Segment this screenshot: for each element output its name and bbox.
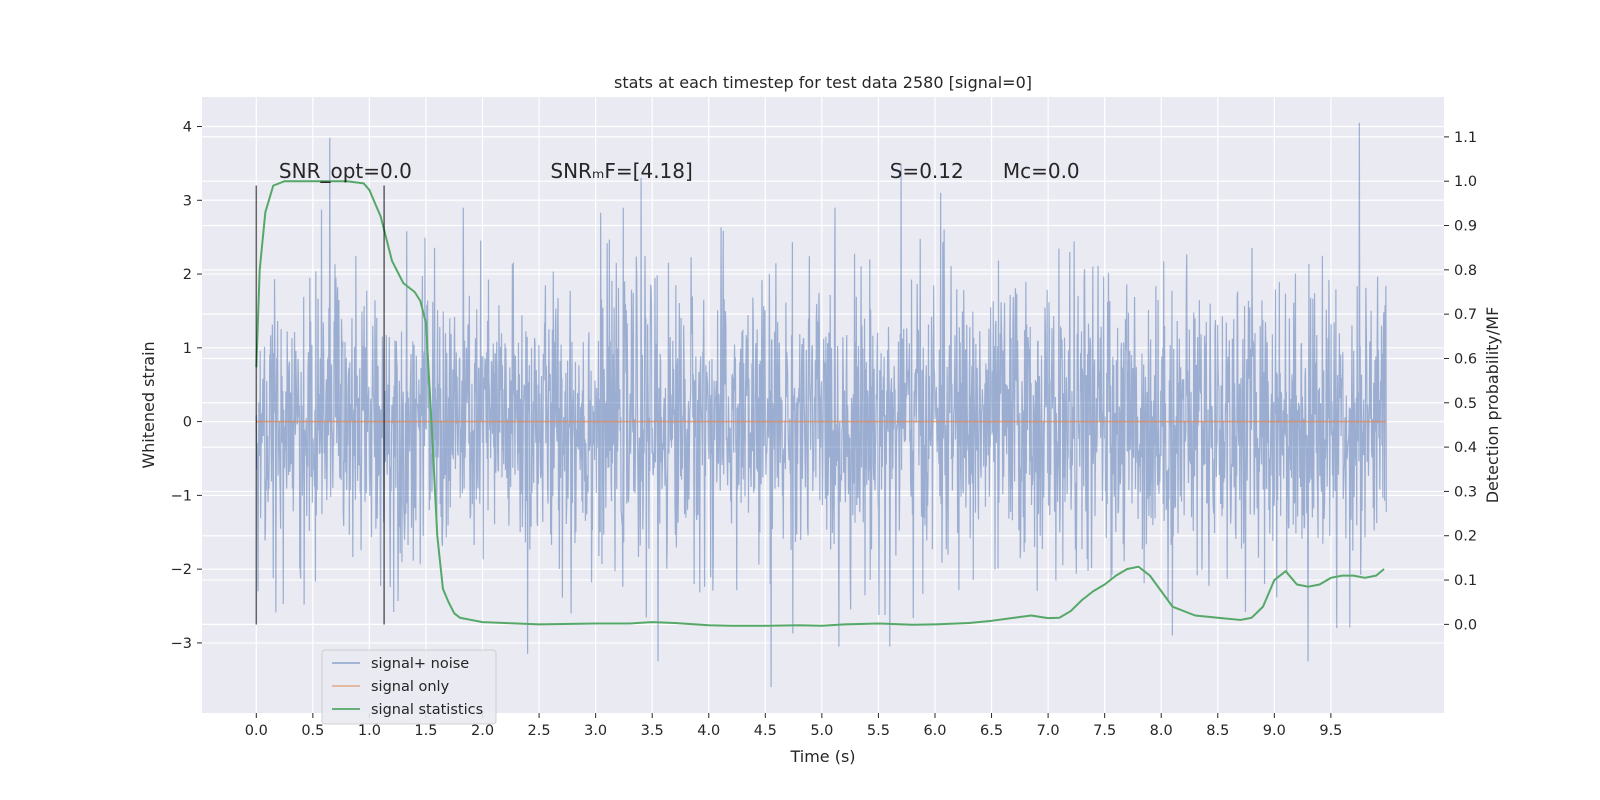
x-axis-ticks: 0.0 0.5 1.0 1.5 2.0 2.5 3.0 3.5 4.0 4.5 5.0 5.5 6.0 6… — [245, 713, 1342, 739]
y-axis-label: Whitened strain — [139, 341, 158, 468]
y2-tick-label-6: 0.5 — [1454, 396, 1477, 412]
annotations: SNR_opt=0.0 SNRₘF=[4.18] S=0.12 Mᴄ=0.0 — [279, 159, 1080, 183]
legend-box — [321, 649, 497, 725]
y2-tick-label-5: 0.6 — [1454, 351, 1477, 367]
y-tick-label-0: 4 — [183, 120, 192, 136]
x-tick-label-5: 2.5 — [528, 723, 551, 739]
x-tick-label-2: 1.0 — [358, 723, 381, 739]
annotation-3: Mᴄ=0.0 — [1003, 159, 1080, 183]
x-tick-label-9: 4.5 — [754, 723, 777, 739]
legend-label-signal-statistics: signal statistics — [371, 702, 483, 718]
x-tick-label-4: 2.0 — [471, 723, 494, 739]
legend-label-signal-noise: signal+ noise — [371, 656, 469, 672]
y2-tick-label-2: 0.9 — [1454, 219, 1477, 235]
x-tick-label-3: 1.5 — [414, 723, 437, 739]
y-tick-label-7: −3 — [171, 636, 192, 652]
y2-tick-label-9: 0.2 — [1454, 529, 1477, 545]
y2-axis-label: Detection probability/MF — [1483, 307, 1502, 504]
y-axis-ticks: 4 3 2 1 0 −1 −2 −3 — [171, 120, 202, 652]
x-tick-label-16: 8.0 — [1150, 723, 1173, 739]
y2-tick-label-4: 0.7 — [1454, 307, 1477, 323]
legend: signal+ noise signal only signal statist… — [321, 649, 497, 725]
legend-label-signal-only: signal only — [371, 679, 450, 695]
y-tick-label-5: −1 — [171, 488, 192, 504]
y2-tick-label-11: 0.0 — [1454, 617, 1477, 633]
annotation-0: SNR_opt=0.0 — [279, 159, 412, 183]
annotation-1: SNRₘF=[4.18] — [550, 159, 692, 183]
x-axis-label: Time (s) — [789, 747, 855, 766]
x-tick-label-14: 7.0 — [1037, 723, 1060, 739]
y2-tick-label-0: 1.1 — [1454, 130, 1477, 146]
x-tick-label-0: 0.0 — [245, 723, 268, 739]
x-tick-label-17: 8.5 — [1206, 723, 1229, 739]
signal-noise-series — [255, 122, 1387, 688]
vertical-markers — [255, 185, 385, 625]
x-tick-label-13: 6.5 — [980, 723, 1003, 739]
x-tick-label-8: 4.0 — [697, 723, 720, 739]
x-tick-label-11: 5.5 — [867, 723, 890, 739]
x-tick-label-1: 0.5 — [301, 723, 324, 739]
x-tick-label-19: 9.5 — [1319, 723, 1342, 739]
y-tick-label-1: 3 — [183, 193, 192, 209]
annotation-2: S=0.12 — [890, 159, 964, 183]
x-tick-label-12: 6.0 — [923, 723, 946, 739]
y2-axis-ticks: 1.1 1.0 0.9 0.8 0.7 0.6 0.5 0.4 0.3 0.2 0.1 0.0 — [1444, 130, 1477, 633]
signal-statistics-series — [255, 180, 1385, 627]
y2-tick-label-7: 0.4 — [1454, 440, 1477, 456]
y-tick-label-6: −2 — [171, 562, 192, 578]
y2-tick-label-1: 1.0 — [1454, 174, 1477, 190]
x-tick-label-7: 3.5 — [641, 723, 664, 739]
signal-statistics-line — [255, 180, 1385, 627]
x-tick-label-18: 9.0 — [1263, 723, 1286, 739]
y2-tick-label-8: 0.3 — [1454, 484, 1477, 500]
y-tick-label-4: 0 — [183, 415, 192, 431]
x-tick-label-15: 7.5 — [1093, 723, 1116, 739]
x-tick-label-6: 3.0 — [584, 723, 607, 739]
y2-tick-label-3: 0.8 — [1454, 263, 1477, 279]
y2-tick-label-10: 0.1 — [1454, 573, 1477, 589]
y-tick-label-2: 2 — [183, 267, 192, 283]
chart-title: stats at each timestep for test data 258… — [614, 73, 1032, 92]
y-tick-label-3: 1 — [183, 341, 192, 357]
x-tick-label-10: 5.0 — [810, 723, 833, 739]
signal-noise-line — [255, 122, 1387, 688]
